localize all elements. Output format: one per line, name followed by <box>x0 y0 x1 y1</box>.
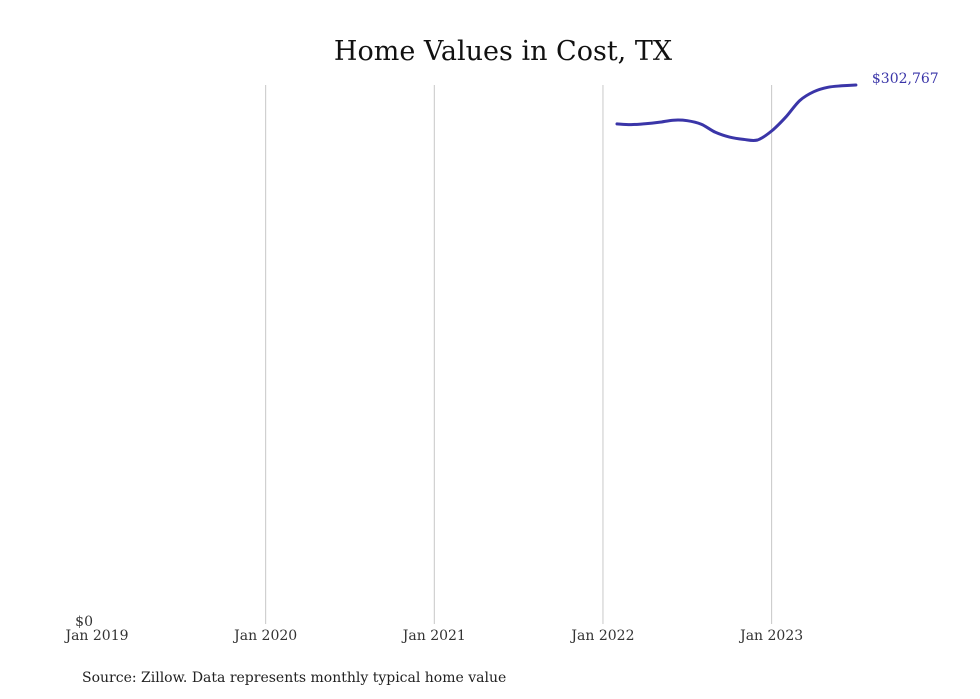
x-tick-label: Jan 2022 <box>569 628 634 644</box>
home-value-line <box>615 83 858 143</box>
x-tick-label: Jan 2020 <box>232 628 297 644</box>
y-tick-label-0: $0 <box>75 614 93 630</box>
x-tick-label: Jan 2021 <box>401 628 466 644</box>
source-note: Source: Zillow. Data represents monthly … <box>82 670 506 686</box>
x-tick-label: Jan 2023 <box>738 628 803 644</box>
end-value-label: $302,767 <box>872 71 939 87</box>
tick-layer: Jan 2019 Jan 2020 Jan 2021 Jan 2022 Jan 2023 <box>63 628 803 644</box>
chart-title: Home Values in Cost, TX <box>334 36 673 67</box>
x-tick-label: Jan 2019 <box>63 628 128 644</box>
grid-layer <box>265 85 773 624</box>
series-layer <box>615 83 858 143</box>
